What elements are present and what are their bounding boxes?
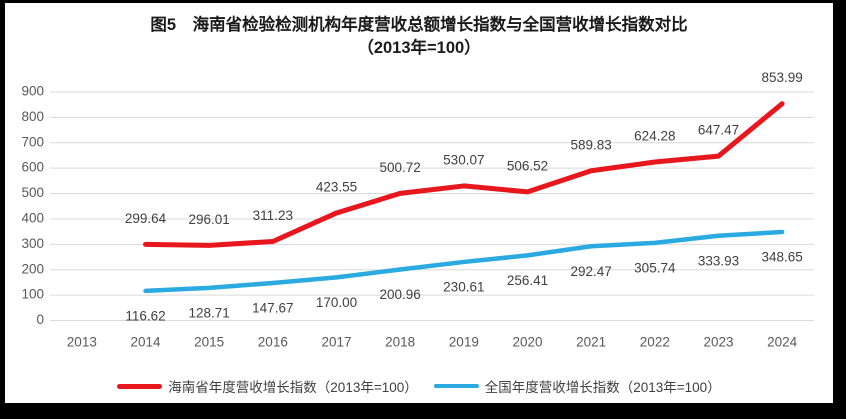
data-label: 647.47 <box>698 123 739 138</box>
chart-subtitle: （2013年=100） <box>357 39 481 57</box>
legend: 海南省年度营收增长指数（2013年=100） 全国年度营收增长指数（2013年=… <box>5 375 833 397</box>
y-tick-label: 300 <box>21 236 44 251</box>
plot-area: 0 100 200 300 400 500 600 700 800 900 2013 2014 2015… <box>21 70 814 350</box>
x-tick-label: 2015 <box>194 335 224 350</box>
y-tick-label: 400 <box>21 211 44 226</box>
x-tick-label: 2017 <box>321 335 351 350</box>
x-tick-label: 2024 <box>767 335 798 350</box>
x-tick-label: 2019 <box>449 335 479 350</box>
legend-label-national: 全国年度营收增长指数（2013年=100） <box>484 380 721 395</box>
chart-panel: 图5 海南省检验检测机构年度营收总额增长指数与全国营收增长指数对比 （2013年… <box>5 3 833 403</box>
x-tick-label: 2016 <box>258 335 288 350</box>
hainan-series-line <box>143 101 785 248</box>
x-tick-label: 2018 <box>385 335 415 350</box>
data-label: 116.62 <box>125 308 165 323</box>
data-label: 311.23 <box>253 208 293 223</box>
data-label: 299.64 <box>125 211 167 226</box>
data-label: 230.61 <box>443 280 484 295</box>
data-label: 500.72 <box>380 160 421 175</box>
legend-label-hainan: 海南省年度营收增长指数（2013年=100） <box>168 380 418 395</box>
y-tick-label: 700 <box>21 134 44 149</box>
data-label: 256.41 <box>507 273 548 288</box>
y-tick-label: 200 <box>21 261 44 276</box>
chart-title-block: 图5 海南省检验检测机构年度营收总额增长指数与全国营收增长指数对比 （2013年… <box>5 14 833 60</box>
x-tick-label: 2021 <box>576 335 606 350</box>
data-label: 147.67 <box>252 301 293 316</box>
y-tick-label: 900 <box>21 84 44 99</box>
hainan-line-swatch-icon <box>117 383 163 389</box>
y-tick-label: 600 <box>21 160 44 175</box>
y-tick-label: 500 <box>21 185 44 200</box>
x-tick-label: 2022 <box>640 335 670 350</box>
data-label: 348.65 <box>762 250 803 265</box>
data-label: 589.83 <box>571 137 612 152</box>
data-label: 853.99 <box>762 70 803 85</box>
data-label: 624.28 <box>634 129 675 144</box>
data-label: 305.74 <box>634 260 676 275</box>
data-label: 128.71 <box>189 305 230 320</box>
data-label: 506.52 <box>507 158 548 173</box>
data-label: 292.47 <box>571 264 612 279</box>
y-tick-label: 100 <box>21 287 44 302</box>
data-label: 296.01 <box>189 212 230 227</box>
data-label: 530.07 <box>443 152 484 167</box>
national-line-swatch-icon <box>433 383 479 389</box>
chart-title: 图5 海南省检验检测机构年度营收总额增长指数与全国营收增长指数对比 <box>150 16 688 34</box>
data-label: 170.00 <box>316 295 357 310</box>
data-label: 200.96 <box>380 287 421 302</box>
y-tick-label: 0 <box>36 312 44 327</box>
national-series-line <box>143 229 785 294</box>
legend-item-national: 全国年度营收增长指数（2013年=100） <box>433 376 721 396</box>
data-label: 333.93 <box>698 253 739 268</box>
x-tick-label: 2013 <box>67 335 97 350</box>
x-tick-label: 2023 <box>703 335 733 350</box>
x-tick-label: 2020 <box>512 335 542 350</box>
y-tick-label: 800 <box>21 109 44 124</box>
x-tick-label: 2014 <box>130 335 161 350</box>
legend-item-hainan: 海南省年度营收增长指数（2013年=100） <box>117 376 418 396</box>
data-label: 423.55 <box>316 180 357 195</box>
